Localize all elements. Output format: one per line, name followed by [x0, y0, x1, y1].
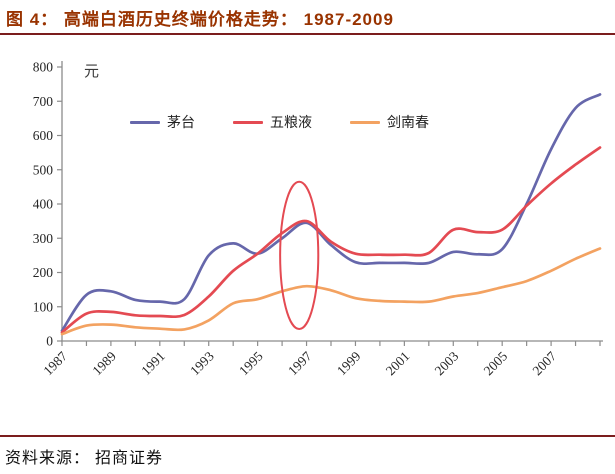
y-axis-unit-label: 元 [84, 64, 100, 80]
peak-annotation-ellipse [279, 180, 320, 331]
y-axis-tick-label: 600 [33, 128, 54, 143]
legend-item-jiannanchun: 剑南春 [350, 112, 429, 132]
x-axis-tick-label: 1999 [334, 348, 364, 378]
legend-label-wuliangye: 五粮液 [270, 116, 312, 131]
legend-swatch-jiannanchun [350, 120, 380, 124]
header-divider [0, 33, 615, 35]
legend-item-wuliangye: 五粮液 [233, 112, 312, 132]
legend-swatch-maotai [130, 120, 160, 124]
legend-label-maotai: 茅台 [167, 116, 195, 131]
legend-item-maotai: 茅台 [130, 112, 195, 132]
y-axis-tick-label: 800 [33, 60, 54, 75]
series-line-0 [60, 93, 602, 333]
series-line-2 [60, 247, 602, 336]
price-trend-chart: 0 100 200 300 400 500 600 700 800 1987 1989 1991 199… [0, 38, 615, 433]
x-axis-tick-label: 1993 [187, 348, 217, 378]
x-axis-tick-label: 1989 [89, 348, 119, 378]
series-line-1 [60, 146, 602, 334]
footer-divider [0, 435, 615, 437]
y-axis-tick-label: 0 [46, 334, 53, 349]
x-axis-tick-label: 1987 [40, 348, 70, 378]
y-axis-tick-label: 700 [33, 94, 54, 109]
x-axis-tick-label: 1991 [138, 349, 168, 379]
legend-label-jiannanchun: 剑南春 [387, 116, 429, 131]
x-axis-tick-label: 1997 [285, 348, 315, 378]
x-axis-tick-label: 2007 [530, 348, 560, 378]
y-axis-tick-label: 300 [33, 231, 54, 246]
legend-swatch-wuliangye [233, 120, 263, 124]
y-axis-tick-label: 200 [33, 265, 54, 280]
y-axis-tick-label: 400 [33, 197, 54, 212]
chart-legend: 茅台 五粮液 剑南春 [130, 112, 429, 132]
y-axis-tick-label: 100 [33, 299, 54, 314]
source-note: 资料来源： 招商证券 [5, 450, 164, 467]
figure-title: 图 4： 高端白酒历史终端价格走势： 1987-2009 [6, 10, 394, 29]
x-axis-tick-label: 1995 [236, 348, 266, 378]
x-axis-tick-label: 2003 [432, 348, 462, 378]
y-axis-tick-label: 500 [33, 162, 54, 177]
x-axis-tick-label: 2005 [481, 348, 511, 378]
x-axis-tick-label: 2001 [383, 349, 413, 379]
chart-canvas: 0 100 200 300 400 500 600 700 800 1987 1989 1991 199… [33, 60, 603, 379]
